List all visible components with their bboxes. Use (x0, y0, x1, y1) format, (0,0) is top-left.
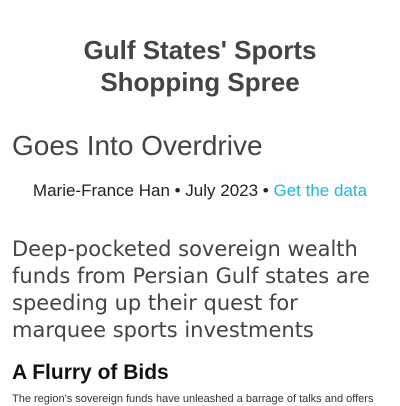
dek: Deep-pocketed sovereign wealth funds fro… (12, 237, 370, 342)
section-heading: A Flurry of Bids (12, 361, 169, 384)
data-link[interactable]: Get the data (273, 181, 368, 200)
headline-continuation: Goes Into Overdrive (12, 130, 263, 161)
byline: Marie-France Han • July 2023 • Get the d… (0, 180, 400, 202)
headline: Gulf States' Sports Shopping Spree (83, 35, 317, 97)
byline-text: Marie-France Han • July 2023 • (32, 181, 269, 200)
body-text: The region's sovereign funds have unleas… (12, 393, 374, 405)
